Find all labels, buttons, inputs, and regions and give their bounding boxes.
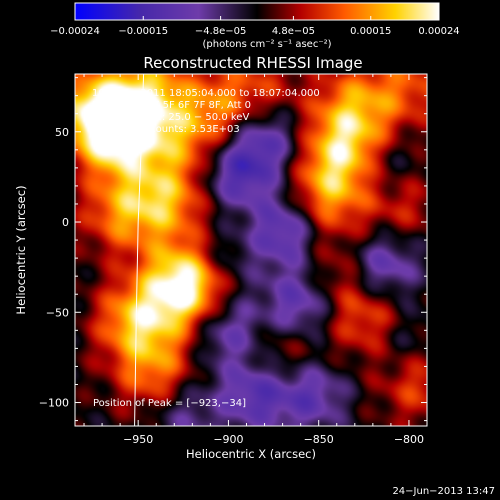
colorbar: −0.00024 −0.00015 −4.8e−05 4.8e−05 0.00015 0.…	[50, 2, 460, 50]
heatmap-image	[75, 74, 427, 426]
x-axis-label: Heliocentric X (arcsec)	[186, 447, 316, 461]
plot-frame	[74, 73, 428, 427]
y-tick-label: 0	[62, 216, 69, 229]
chart-title: Reconstructed RHESSI Image	[143, 54, 362, 72]
colorbar-tick-label: 0.00024	[418, 26, 459, 37]
colorbar-tick-label: 4.8e−05	[272, 26, 315, 37]
contour-line	[134, 73, 145, 427]
y-axis-label: Heliocentric Y (arcsec)	[14, 185, 28, 314]
y-axis-ticks: −100 −50 0 50	[39, 77, 427, 422]
y-tick-label: −100	[39, 397, 69, 410]
annotation-line: Energy Range: 25.0 − 50.0 keV	[92, 112, 249, 123]
annotation-line: Clean Total counts: 3.53E+03	[92, 124, 240, 135]
annotation-line: Detectors: 3F 5F 6F 7F 8F, Att 0	[92, 100, 251, 111]
colorbar-tick-label: −0.00015	[118, 26, 168, 37]
annotations: 10−Sep−2011 18:05:04.000 to 18:07:04.000…	[92, 88, 320, 135]
annotation-line: 10−Sep−2011 18:05:04.000 to 18:07:04.000	[92, 88, 320, 99]
colorbar-gradient	[74, 2, 440, 21]
colorbar-unit-label: (photons cm⁻² s⁻¹ asec⁻²)	[202, 39, 331, 50]
y-tick-label: −50	[46, 306, 69, 319]
x-tick-label: −950	[123, 433, 153, 446]
timestamp: 24−Jun−2013 13:47	[392, 486, 495, 497]
colorbar-ticks: −0.00024 −0.00015 −4.8e−05 4.8e−05 0.00015 0.…	[50, 16, 460, 37]
x-tick-label: −850	[304, 433, 334, 446]
peak-position-label: Position of Peak = [−923,−34]	[93, 398, 246, 409]
y-tick-label: 50	[55, 126, 69, 139]
x-axis-ticks: −950 −900 −850 −800	[83, 74, 428, 446]
x-tick-label: −800	[394, 433, 424, 446]
heatmap: −950 −900 −850 −800 −100 −50 0 50	[39, 73, 428, 446]
colorbar-tick-label: 0.00015	[350, 26, 391, 37]
colorbar-tick-label: −4.8e−05	[195, 26, 247, 37]
colorbar-tick-label: −0.00024	[50, 26, 100, 37]
x-tick-label: −900	[213, 433, 243, 446]
